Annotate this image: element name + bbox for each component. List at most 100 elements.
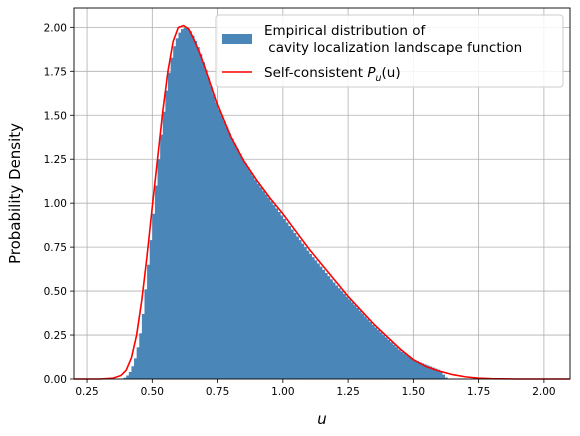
y-tick-label: 1.25 <box>44 154 67 166</box>
histogram-bar <box>264 194 268 379</box>
histogram-bar <box>293 233 297 379</box>
histogram-bar <box>439 371 443 379</box>
histogram-bar <box>186 28 190 380</box>
histogram-bar <box>342 293 346 379</box>
histogram-bar <box>371 324 375 379</box>
histogram-bar <box>254 179 258 379</box>
histogram-bar <box>392 344 396 379</box>
histogram-bar <box>436 369 440 379</box>
histogram-bar <box>157 159 161 379</box>
legend-histogram-label-line1: Empirical distribution of <box>264 23 427 39</box>
histogram-bar <box>251 175 255 379</box>
histogram-bar <box>233 143 237 379</box>
histogram-bar <box>353 305 357 379</box>
x-tick-label: 0.75 <box>206 386 229 398</box>
histogram-bar <box>350 302 354 379</box>
histogram-bar <box>395 347 399 379</box>
histogram-bar <box>379 332 383 379</box>
histogram-bar <box>408 357 412 379</box>
histogram-bar <box>374 327 378 379</box>
histogram-bar <box>340 291 344 379</box>
histogram-bar <box>261 190 265 379</box>
histogram-bar <box>154 185 158 379</box>
histogram-bar <box>335 285 339 379</box>
histogram-bar <box>209 86 213 379</box>
histogram-bar <box>272 204 276 379</box>
histogram-bar <box>181 29 185 380</box>
legend-curve-symbol: P <box>367 65 376 81</box>
x-tick-label: 0.25 <box>75 386 98 398</box>
histogram-bar <box>217 109 221 379</box>
legend-box <box>215 14 564 88</box>
histogram-bar <box>423 364 427 379</box>
histogram-bar <box>434 368 438 379</box>
histogram-bar <box>295 236 299 379</box>
histogram-bar <box>243 163 247 379</box>
legend-curve-prefix: Self-consistent <box>264 65 367 81</box>
histogram-bar <box>384 337 388 379</box>
y-tick-label: 0.25 <box>44 330 67 342</box>
histogram-bar <box>366 319 370 379</box>
histogram-bar <box>301 243 305 379</box>
histogram-bar <box>269 201 273 379</box>
histogram-bar <box>199 54 203 379</box>
histogram-bar <box>188 31 192 379</box>
histogram-bar <box>332 282 336 379</box>
legend-histogram-swatch <box>222 34 252 44</box>
histogram-bar <box>152 213 156 379</box>
axes-frame <box>73 7 571 380</box>
histogram-bar <box>134 358 138 379</box>
legend-curve-argument: (u) <box>382 65 401 81</box>
histogram-bar <box>228 133 232 379</box>
histogram-bar <box>290 229 294 379</box>
histogram-bar <box>212 94 216 380</box>
y-tick-label: 1.50 <box>44 110 67 122</box>
histogram-bar <box>348 299 352 379</box>
histogram-bar <box>421 363 425 379</box>
histogram-bar <box>413 360 417 379</box>
legend-curve-label: Self-consistent Pu(u) <box>264 65 401 84</box>
histogram-bar <box>311 257 315 379</box>
histogram-bar <box>363 316 367 379</box>
histogram-bar <box>405 355 409 379</box>
histogram-bar <box>204 70 208 379</box>
x-tick-label: 0.50 <box>141 386 164 398</box>
y-tick-label: 2.00 <box>44 22 67 34</box>
histogram-bar <box>280 215 284 379</box>
histogram-bar <box>329 279 333 379</box>
x-tick-label: 2.00 <box>532 386 555 398</box>
x-tick-label: 1.25 <box>336 386 359 398</box>
histogram-bar <box>123 377 127 379</box>
x-axis-label: u <box>317 410 327 428</box>
histogram-bar <box>345 296 349 379</box>
histogram-bar <box>225 127 229 379</box>
histogram-bar <box>426 365 430 379</box>
histogram-bar <box>220 115 224 379</box>
histogram-bar <box>196 47 200 379</box>
histogram-bar <box>126 375 130 379</box>
histogram-bar <box>201 62 205 379</box>
histogram-bar <box>410 358 414 379</box>
histogram-bar <box>144 289 148 379</box>
legend: Empirical distribution of cavity localiz… <box>215 14 564 88</box>
histogram-bar <box>230 138 234 379</box>
histogram-bars <box>120 27 448 380</box>
histogram-bar <box>149 240 153 379</box>
histogram-bar <box>288 226 292 379</box>
histogram-bar <box>131 366 135 379</box>
histogram-bar <box>207 78 211 380</box>
histogram-bar <box>235 148 239 379</box>
histogram-bar <box>382 334 386 379</box>
histogram-bar <box>173 46 177 379</box>
histogram-bar <box>282 218 286 379</box>
histogram-bar <box>136 347 140 379</box>
histogram-bar <box>241 158 245 379</box>
histogram-bar <box>194 40 198 379</box>
histogram-bar <box>306 250 310 379</box>
histogram-bar <box>358 310 362 379</box>
histogram-bar <box>322 269 326 379</box>
histogram-bar <box>361 313 365 379</box>
histogram-bar <box>337 288 341 379</box>
histogram-bar <box>191 35 195 380</box>
histogram-bar <box>165 90 169 380</box>
